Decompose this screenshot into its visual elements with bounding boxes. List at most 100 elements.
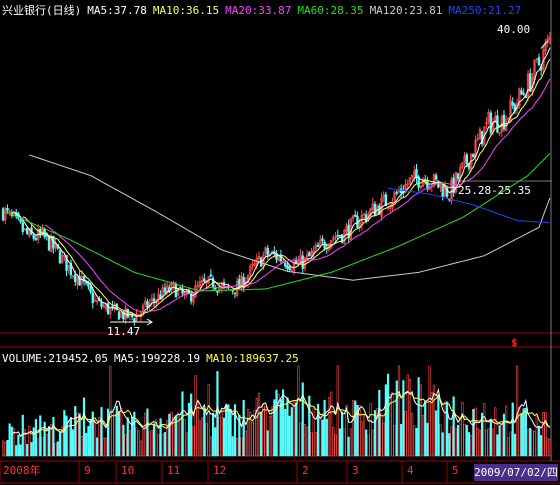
volume-bar: [52, 416, 55, 457]
volume-bar: [179, 414, 182, 457]
volume-bar: [89, 419, 92, 457]
candle-body: [434, 175, 438, 180]
volume-bar: [450, 426, 453, 457]
volume-bar: [478, 429, 482, 457]
volume-bar: [526, 429, 530, 457]
volume-bar: [540, 435, 543, 457]
candle-body: [216, 290, 219, 293]
candle-body: [319, 240, 322, 247]
volume-bar: [481, 412, 484, 457]
volume-bar: [520, 413, 523, 457]
volume-bar: [362, 413, 366, 457]
volume-bar: [78, 413, 81, 457]
candle-body: [82, 276, 86, 282]
candle-body: [439, 183, 442, 187]
volume-bar: [133, 411, 136, 457]
volume-bar: [34, 419, 38, 457]
volume-bar: [332, 426, 335, 457]
volume-bar: [288, 415, 291, 457]
candle-body: [345, 226, 348, 232]
volume-bar: [87, 426, 90, 457]
candle-body: [445, 187, 449, 197]
volume-bar: [266, 430, 269, 457]
volume-bar: [354, 400, 357, 457]
volume-bar: [58, 431, 62, 457]
candle-body: [203, 278, 206, 282]
candle-body: [120, 312, 123, 318]
volume-bar: [168, 413, 171, 457]
month-label-9: 9: [84, 464, 91, 477]
volume-bar: [496, 434, 499, 457]
month-label-5: 5: [452, 464, 459, 477]
candle-body: [395, 192, 398, 194]
candle-body: [303, 257, 307, 269]
candle-body: [413, 170, 416, 178]
volume-bar: [50, 424, 53, 457]
volume-bar: [511, 402, 514, 457]
candle-body: [314, 244, 318, 250]
volume-bar: [141, 429, 145, 457]
volume-bar: [170, 411, 173, 457]
candle-body: [507, 117, 510, 120]
volume-bar: [181, 391, 184, 457]
candle-body: [266, 247, 269, 256]
candle-body: [465, 154, 468, 165]
candle-body: [133, 318, 136, 323]
volume-bar: [505, 405, 508, 457]
candle-body: [12, 213, 16, 215]
volume-bar: [10, 426, 13, 457]
candle-body: [249, 266, 252, 276]
volume-bar: [45, 434, 48, 457]
candle-body: [354, 214, 357, 217]
volume-bar: [236, 437, 239, 457]
candle-body: [117, 311, 121, 320]
vol-ma5-label: MA5:199228.19: [113, 352, 201, 365]
candle-body: [126, 308, 129, 318]
candle-body: [106, 303, 110, 314]
volume-bar: [518, 406, 521, 457]
volume-bar: [338, 428, 342, 457]
volume-bar: [211, 413, 215, 457]
volume-bar: [292, 399, 296, 457]
stock-name: 兴业银行(日线): [2, 4, 82, 17]
volume-bar: [122, 424, 125, 457]
volume-bar: [39, 415, 42, 457]
candle-body: [262, 254, 265, 266]
candle-body: [185, 291, 189, 294]
candle-body: [4, 208, 7, 221]
volume-bar: [268, 415, 272, 457]
volume-bar: [439, 424, 442, 457]
volume-bar: [279, 399, 282, 457]
volume-bar: [137, 430, 140, 457]
candle-body: [371, 203, 374, 210]
volume-bar: [513, 433, 517, 457]
candle-body: [483, 126, 486, 146]
volume-bar: [176, 412, 180, 457]
candle-body: [58, 250, 62, 264]
volume-bar: [421, 414, 425, 457]
volume-bar: [367, 434, 370, 457]
volume-bar: [365, 429, 368, 457]
volume-bar: [470, 434, 473, 457]
low-arrow: [110, 318, 153, 326]
volume-bar: [227, 404, 230, 457]
volume-bar: [131, 416, 134, 457]
ma60-line: [2, 153, 551, 292]
candle-body: [76, 276, 79, 285]
volume-bar: [76, 412, 79, 457]
candle-body: [461, 161, 464, 168]
volume-bar: [98, 417, 101, 457]
volume-bar: [369, 403, 372, 457]
volume-bar: [382, 422, 385, 457]
candle-body: [419, 185, 423, 188]
volume-bar: [161, 433, 164, 457]
volume-bar: [41, 437, 44, 457]
volume-bar: [343, 428, 346, 457]
ma20-line: [44, 78, 551, 313]
volume-bar: [4, 442, 7, 457]
volume-bar: [36, 438, 40, 457]
volume-bar: [402, 380, 405, 457]
candle-body: [251, 264, 254, 266]
